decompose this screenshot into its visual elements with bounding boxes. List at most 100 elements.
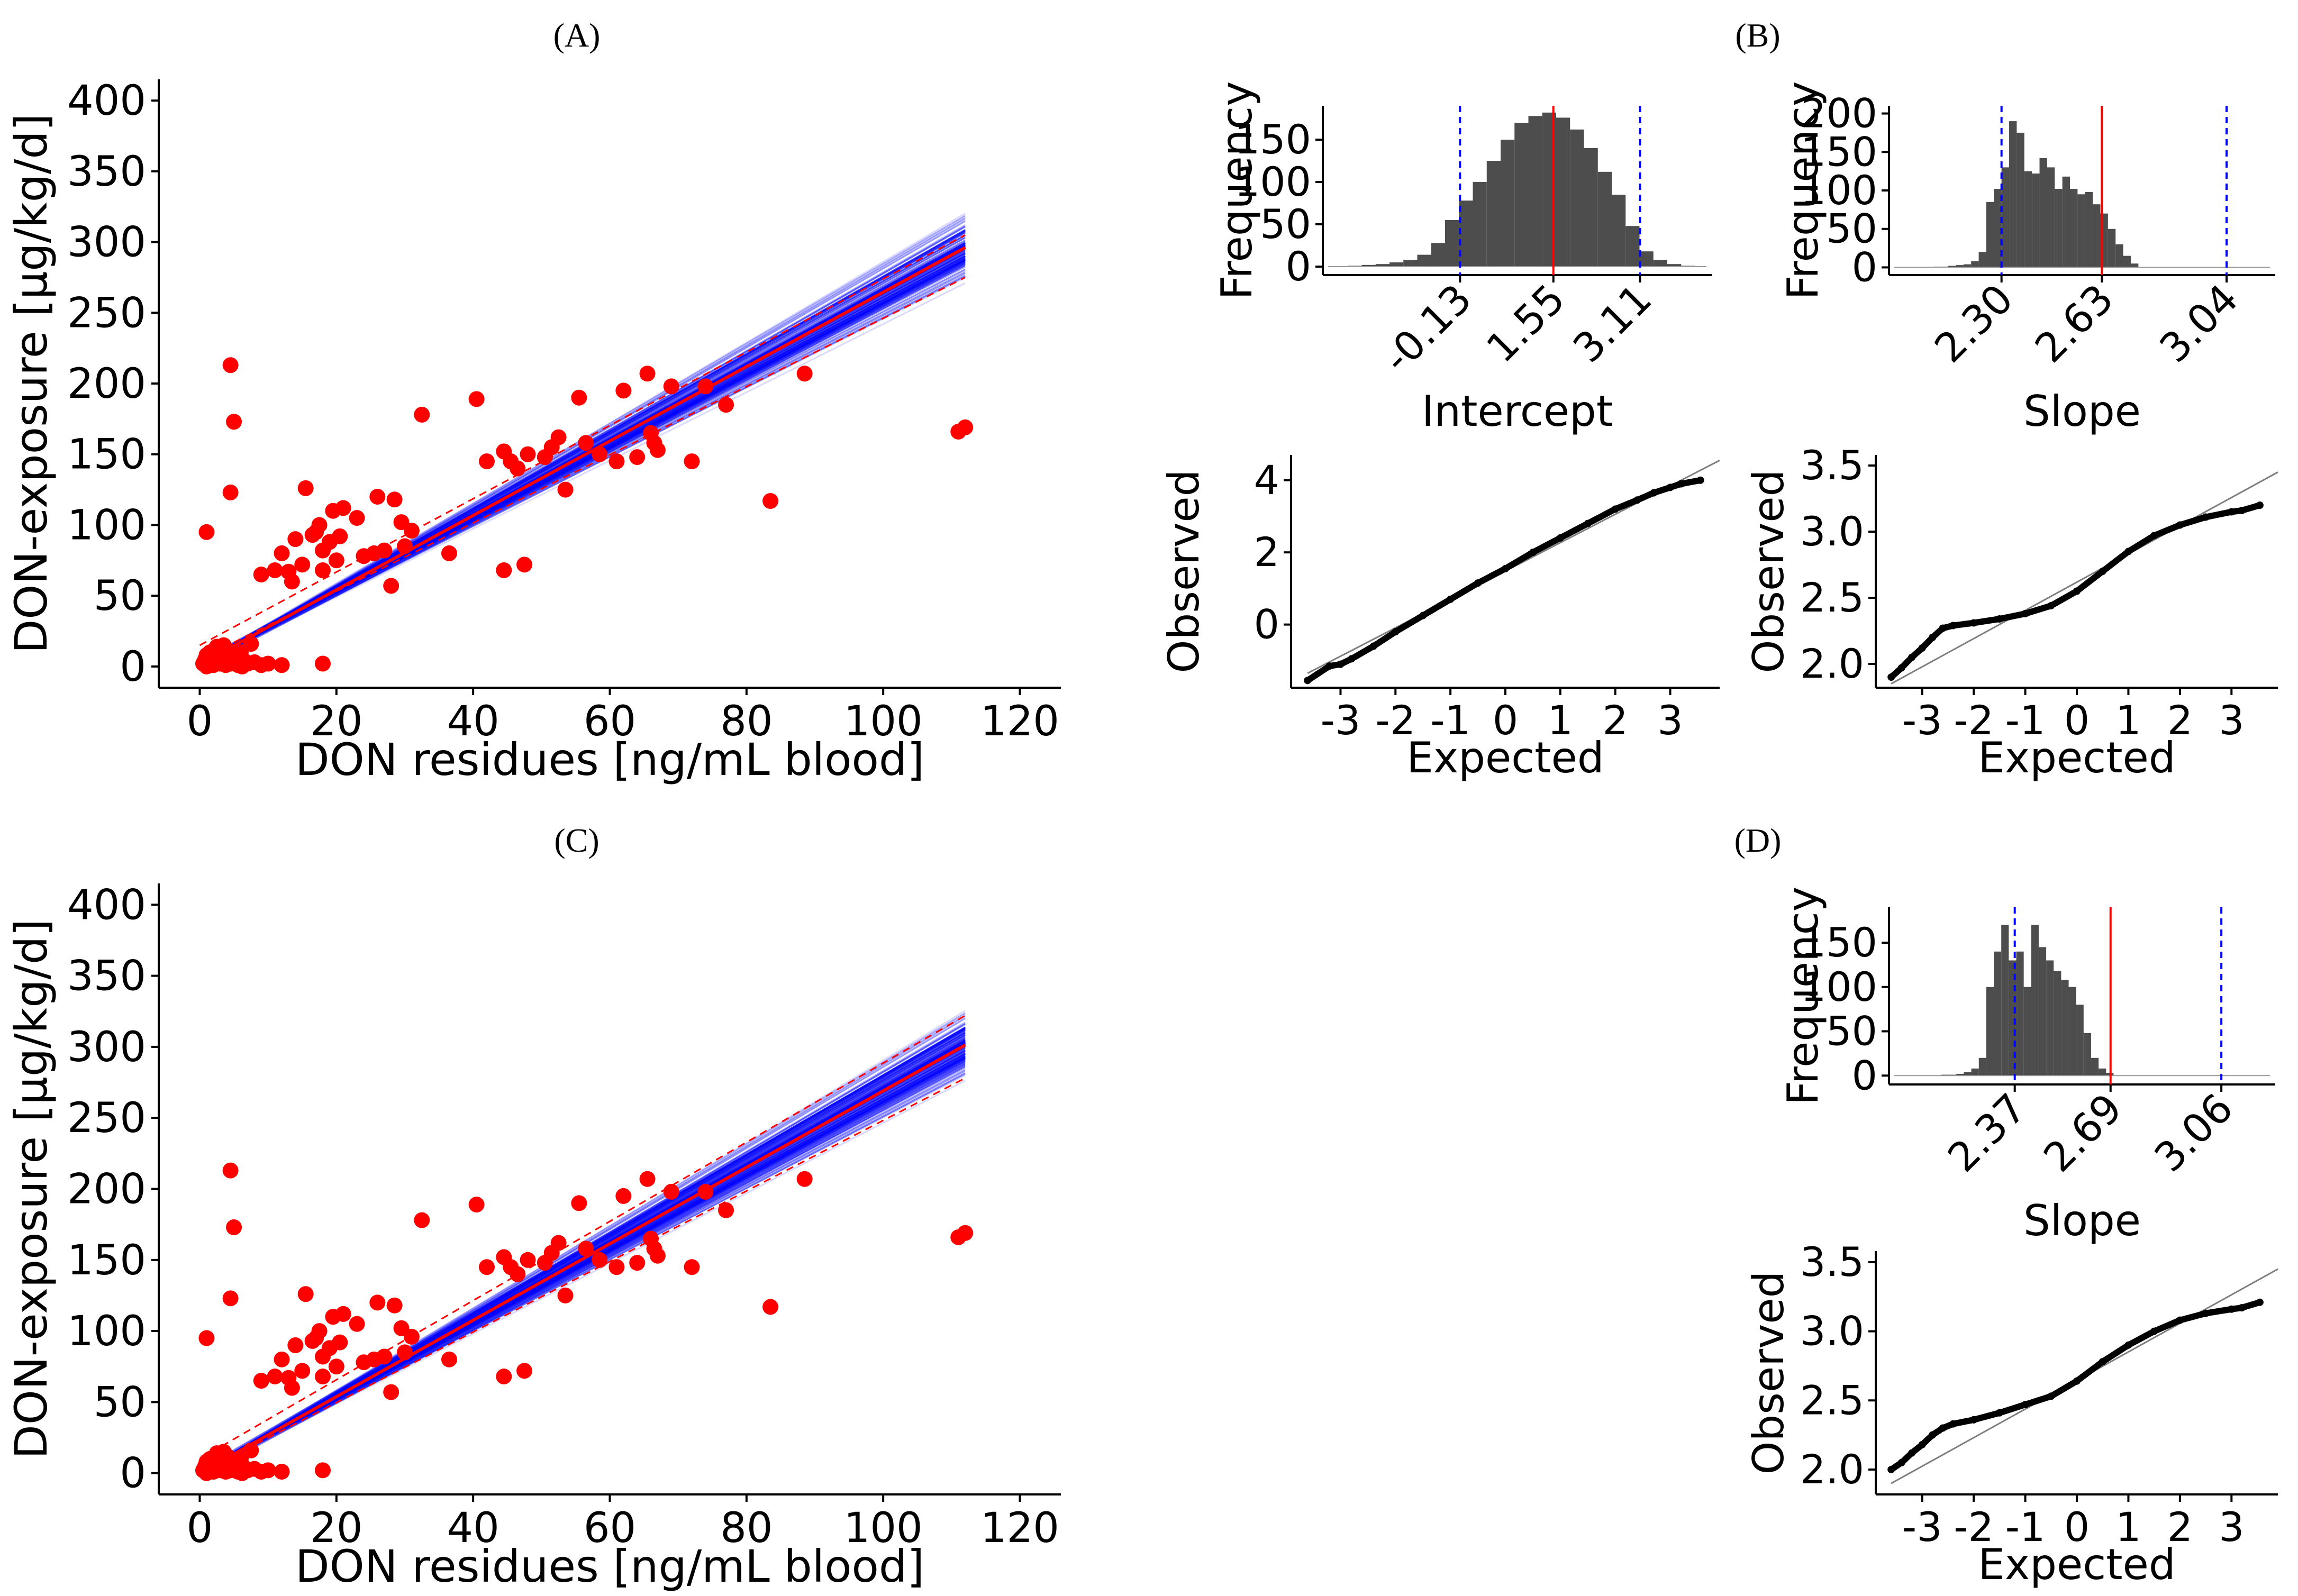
histogram-bar [1597,171,1612,267]
data-point [287,531,304,548]
x-axis-title: Slope [2023,387,2141,436]
y-tick-label: 0 [120,1450,146,1498]
y-tick-label: 100 [1801,963,1877,1010]
panel-label-c: (C) [554,822,599,859]
y-tick-label: 3.5 [1800,1238,1864,1285]
histogram-bar [2076,1005,2084,1076]
y-tick-label: 2.5 [1800,574,1864,621]
data-point [260,1462,276,1479]
histogram-bar [2062,176,2070,268]
data-point [615,1188,632,1204]
histogram-bar [2083,1033,2091,1076]
data-point [663,1183,679,1200]
y-tick-label: 250 [67,1095,146,1142]
data-point [608,453,625,470]
histogram-bar [2032,174,2040,268]
x-tick-label: 3 [2219,1503,2244,1551]
data-point [267,1369,283,1385]
x-tick-label: 2 [1603,697,1628,744]
histogram-bar [1971,1068,1979,1076]
x-axis-title: DON residues [ng/mL blood] [295,1540,924,1592]
data-point [571,389,587,406]
data-point [615,382,632,399]
x-tick-label: 20 [310,1504,362,1552]
data-point [397,538,413,554]
y-tick-label: 50 [94,1379,146,1426]
histogram-bar [1556,117,1570,267]
y-tick-label: 250 [67,289,146,337]
x-tick-label: -1 [2005,697,2046,744]
data-point [198,658,215,674]
y-tick-label: 300 [67,1024,146,1071]
x-axis-title: DON residues [ng/mL blood] [295,734,924,786]
histogram-bar [2115,244,2123,268]
qq-plot-slope-d: -3 -2 -1 0 1 2 3 2.0 2.5 3.0 3.5 Expected Observed [1744,1238,2278,1589]
data-point [479,1259,495,1275]
y-tick-label: 200 [67,360,146,408]
y-tick-label: 2 [1254,528,1279,576]
fit-line [199,246,966,666]
histogram-bar [2031,925,2039,1076]
data-point [496,1369,512,1385]
histogram-bar [2061,980,2069,1076]
histogram-bar [2038,947,2047,1076]
x-tick-label: 1 [1548,697,1573,744]
x-tick-label: 3 [1657,697,1683,744]
data-point [294,557,311,573]
y-tick-label: 350 [67,148,146,196]
histogram-bar [2070,189,2078,268]
y-tick-label: 200 [1801,90,1877,137]
data-point [510,1266,526,1282]
histogram-bar [2024,171,2032,268]
histogram-bar [1667,264,1682,267]
data-point [332,528,348,544]
qq-plot-slope-b: -3 -2 -1 0 1 2 3 2.0 2.5 3.0 3.5 Expected Observed [1744,442,2278,782]
histogram-bar [1956,1073,1964,1076]
y-tick-label: 2.0 [1800,640,1864,687]
x-tick-label: 1 [2115,1503,2141,1551]
x-tick-label: 1.55 [1477,275,1574,372]
data-point [383,1384,399,1400]
histogram-bar [1971,261,1979,268]
x-tick-label: -2 [1375,697,1415,744]
histogram-bar [1963,264,1972,268]
y-tick-label: 0 [1254,601,1279,648]
y-tick-label: 100 [67,501,146,549]
data-point [369,1294,386,1311]
data-point [222,1290,239,1307]
data-point [243,636,259,652]
histogram-bar [2039,158,2047,268]
data-point [684,453,700,470]
histogram-bar [1978,1057,1986,1076]
data-point [226,414,242,430]
y-tick-label: 150 [1234,116,1311,163]
scatter-plot-c: 0 20 40 60 80 100 120050100150200250300350400D… [5,881,1061,1592]
data-point [284,1380,300,1396]
histogram-bar [1986,202,1994,268]
data-point [315,562,331,579]
qq-points [1887,501,2264,681]
data-point [403,1328,420,1345]
x-tick-label: -3 [1902,1503,1942,1551]
x-tick-label: -1 [1430,697,1470,744]
histogram-bar [2085,191,2093,268]
data-point [222,1162,239,1179]
y-tick-label: 50 [94,572,146,620]
data-point [287,1337,304,1353]
y-tick-label: 400 [67,77,146,125]
x-tick-label: 20 [310,698,362,745]
y-tick-label: 150 [67,431,146,479]
histogram-bar [1994,951,2002,1076]
y-tick-label: 3.0 [1800,508,1864,555]
x-tick-label: 0 [1493,697,1518,744]
y-tick-label: 50 [1260,200,1311,248]
histogram-bar [1625,226,1640,267]
data-point [550,1235,567,1251]
x-tick-label: 2.63 [2026,275,2123,372]
histogram-bar [2054,971,2061,1076]
data-point [234,658,250,674]
data-point [335,500,351,516]
data-point [369,488,386,505]
